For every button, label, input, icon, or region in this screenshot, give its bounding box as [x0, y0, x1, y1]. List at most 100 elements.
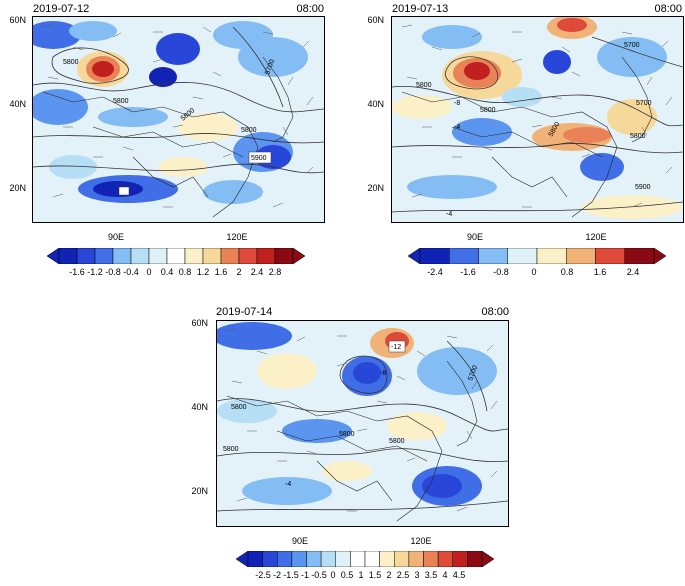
contour-label: 5800: [63, 59, 79, 66]
colorbar-tick: 3: [414, 570, 420, 580]
contour-label: -8: [380, 370, 386, 377]
colorbar-segment: [320, 550, 336, 568]
colorbar-segment: [566, 247, 596, 265]
contour-label: 5800: [630, 133, 646, 140]
colorbar-tick: -0.8: [105, 267, 121, 277]
lat-label: 20N: [367, 183, 384, 193]
colorbar-segment: [364, 550, 380, 568]
colorbar-segment: [202, 247, 222, 265]
colorbar-tick: -1.5: [283, 570, 299, 580]
lat-label: 40N: [9, 99, 26, 109]
colorbar-segment: [452, 550, 468, 568]
lat-label: 40N: [367, 99, 384, 109]
colorbar-svg: [407, 247, 667, 265]
colorbar-tick: -0.8: [493, 267, 509, 277]
colorbar-segment: [262, 550, 278, 568]
contour-label-box: [118, 186, 130, 196]
lat-label: 60N: [191, 318, 208, 328]
colorbar-tick: -2: [272, 570, 282, 580]
panel-date: 2019-07-12: [33, 3, 90, 15]
contour-label: 5700: [624, 42, 640, 49]
contour-label: 5800: [231, 404, 247, 411]
colorbar-tick: 1.2: [196, 267, 210, 277]
colorbar-tick: 2: [386, 570, 392, 580]
colorbar-segment: [247, 550, 263, 568]
colorbar-tick: 0.8: [560, 267, 574, 277]
contour-label: 5800: [389, 438, 405, 445]
map-area: 5800 5800 5700 5800 5900 5800: [32, 16, 325, 223]
lat-label: 60N: [9, 15, 26, 25]
colorbar-segment: [394, 550, 410, 568]
contour-label: -4: [285, 481, 291, 488]
lat-label: 40N: [191, 402, 208, 412]
colorbar-tick: 0.4: [160, 267, 174, 277]
lon-label: 120E: [585, 232, 607, 242]
colorbar-segment: [306, 550, 322, 568]
panel-time: 08:00: [296, 3, 324, 15]
colorbar-tick: 2.4: [250, 267, 264, 277]
borders: [42, 56, 294, 218]
contour-label: -4: [454, 124, 460, 131]
lon-label: 90E: [291, 536, 308, 546]
colorbar-tick: 4: [442, 570, 448, 580]
colorbar-tick: -2.4: [427, 267, 443, 277]
colorbar-segment: [595, 247, 625, 265]
colorbar-segment: [437, 550, 453, 568]
colorbar-tick: 0.5: [340, 570, 354, 580]
map-area: -12 -8 5700 5800 5800 5800 5800 -4: [216, 320, 509, 527]
colorbar-tick: -1.6: [460, 267, 476, 277]
borders: [401, 56, 653, 218]
colorbar-tick: -2.5: [255, 570, 271, 580]
anomaly-shading: [392, 17, 682, 219]
colorbar-segment: [220, 247, 240, 265]
height-contours: [217, 340, 508, 512]
panel-time: 08:00: [654, 3, 682, 15]
lon-label: 120E: [410, 536, 432, 546]
colorbar-tick: 0: [146, 267, 152, 277]
map-svg: 5800 5800 5700 5800 5900 5800: [33, 17, 324, 222]
colorbar-segment: [419, 247, 450, 265]
colorbar-segment: [423, 550, 439, 568]
panel-time: 08:00: [481, 306, 509, 318]
contour-label: 5900: [251, 155, 267, 162]
colorbar-segment: [277, 550, 293, 568]
height-contours: [392, 36, 683, 213]
contour-label: -4: [446, 211, 452, 218]
colorbar-segment: [350, 550, 366, 568]
colorbar-segment: [130, 247, 150, 265]
colorbar-tick: 3.5: [424, 570, 438, 580]
borders: [226, 360, 478, 522]
map-area: 5700 5800 5800 -8 -4 5800 5700 5800 5900…: [391, 16, 684, 223]
colorbar-svg: [46, 247, 306, 265]
contour-label: 5800: [241, 127, 257, 134]
colorbar-tick: 2.8: [268, 267, 282, 277]
colorbar-tick: -1.6: [69, 267, 85, 277]
colorbar-segment: [184, 247, 204, 265]
contour-label: 5800: [113, 98, 129, 105]
colorbar-segment: [507, 247, 538, 265]
colorbar: -2.4 -1.6 -0.8 0 0.8 1.6 2.4: [407, 247, 667, 277]
colorbar-tick: -1.2: [87, 267, 103, 277]
colorbar-tick: 0.8: [178, 267, 192, 277]
colorbar-tick: 1.6: [214, 267, 228, 277]
anomaly-shading: [33, 21, 308, 204]
colorbar-segment: [148, 247, 168, 265]
colorbar-tick: 4.5: [452, 570, 466, 580]
colorbar-segment: [112, 247, 132, 265]
colorbar-segment: [291, 550, 307, 568]
colorbar-tick: 1.5: [368, 570, 382, 580]
colorbar-tick: 2.5: [396, 570, 410, 580]
lon-label: 90E: [107, 232, 124, 242]
lon-label: 120E: [226, 232, 248, 242]
colorbar-segment: [408, 550, 424, 568]
contour-label: 5700: [636, 100, 652, 107]
map-svg: 5700 5800 5800 -8 -4 5800 5700 5800 5900…: [392, 17, 683, 222]
contour-label: 5800: [480, 107, 496, 114]
colorbar-tick: -0.5: [311, 570, 327, 580]
colorbar-segment: [238, 247, 258, 265]
colorbar-segment: [379, 550, 395, 568]
colorbar-tick: -0.4: [123, 267, 139, 277]
panel-date: 2019-07-13: [392, 3, 449, 15]
contour-label: 5700: [467, 365, 479, 382]
map-svg: -12 -8 5700 5800 5800 5800 5800 -4: [217, 321, 508, 526]
